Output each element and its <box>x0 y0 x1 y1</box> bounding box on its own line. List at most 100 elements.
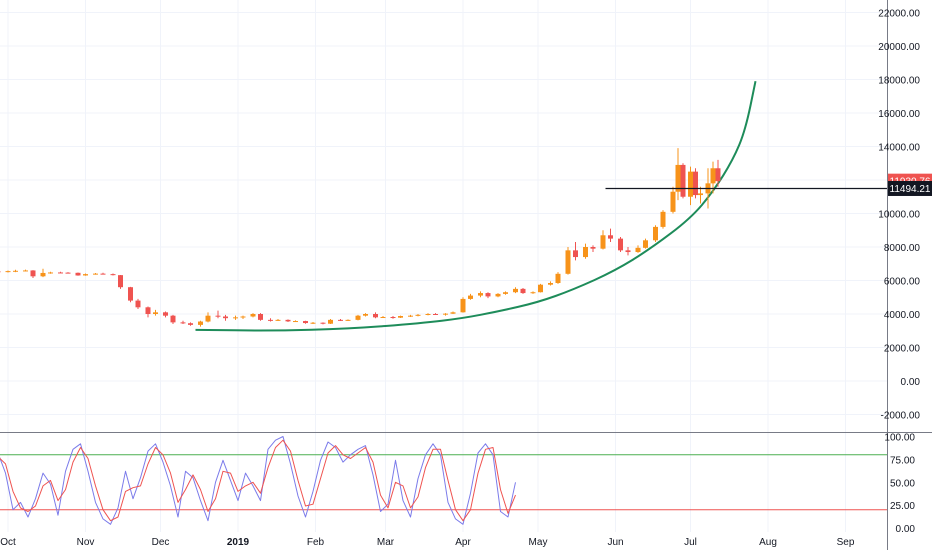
candle-body <box>460 298 466 313</box>
candle-body <box>30 270 36 277</box>
candle-body <box>135 300 141 308</box>
candle-body <box>153 312 158 314</box>
osc-tick-label: 25.00 <box>890 501 915 512</box>
price-labels: 11930.7611494.21 <box>888 173 932 196</box>
candle-body <box>590 247 596 249</box>
candle-body <box>548 283 553 285</box>
candle-body <box>363 314 368 316</box>
candle-body <box>653 226 658 241</box>
osc-tick-label: 75.00 <box>890 455 915 466</box>
candle-body <box>48 272 53 274</box>
osc-tick-label: 0.00 <box>896 524 916 535</box>
candle-body <box>320 322 326 324</box>
candle-body <box>625 250 631 253</box>
candle-body <box>118 275 123 288</box>
candle-body <box>468 295 473 299</box>
candle-body <box>23 270 28 272</box>
candle-body <box>75 272 81 276</box>
x-tick-label: Aug <box>759 537 777 548</box>
oscillator-axis[interactable]: 100.00 75.00 50.00 25.00 0.00 <box>884 433 915 536</box>
candle-body <box>145 307 151 314</box>
osc-tick-label: 50.00 <box>890 478 915 489</box>
x-tick-label: Jun <box>607 537 623 548</box>
x-tick-label: Mar <box>377 537 395 548</box>
y-tick-label: 16000.00 <box>878 109 920 120</box>
y-tick-label: 14000.00 <box>878 143 920 154</box>
grid <box>0 0 887 532</box>
candle-body <box>415 314 421 316</box>
candle-body <box>40 272 46 277</box>
price-axis[interactable]: 22000.00 20000.00 18000.00 16000.00 14000.00… <box>878 9 920 422</box>
oscillator-pane <box>0 436 887 525</box>
y-tick-label: 2000.00 <box>884 344 921 355</box>
x-tick-label: Feb <box>307 537 325 548</box>
candle-body <box>600 235 606 249</box>
candle-body <box>513 288 518 293</box>
candle-body <box>285 319 291 322</box>
candle-body <box>450 312 456 314</box>
y-tick-label: 22000.00 <box>878 9 920 20</box>
osc-series-line <box>0 436 516 525</box>
candle-body <box>390 317 396 319</box>
candle-body <box>373 314 378 318</box>
candle-body <box>215 315 221 317</box>
candle-body <box>250 314 256 317</box>
candle-body <box>100 273 106 275</box>
candle-body <box>485 293 491 297</box>
candle-body <box>163 312 168 316</box>
candle-body <box>258 314 263 320</box>
candle-body <box>275 319 281 321</box>
candle-body <box>345 319 351 321</box>
candle-body <box>520 288 526 294</box>
candle-body <box>495 293 501 297</box>
price-label-text: 11494.21 <box>890 184 931 195</box>
candle-body <box>65 272 71 274</box>
candle-body <box>573 250 578 258</box>
candle-body <box>433 314 438 315</box>
candle-body <box>710 168 716 184</box>
candle-body <box>5 271 11 273</box>
candle-body <box>555 273 561 284</box>
candle-body <box>503 292 508 294</box>
candle-body <box>58 272 63 274</box>
candle-body <box>223 316 228 319</box>
time-axis[interactable]: Oct Nov Dec 2019 Feb Mar Apr May Jun Jul Aug Sep <box>0 537 855 548</box>
candle-body <box>688 171 693 197</box>
candle-body <box>240 316 246 318</box>
candle-body <box>170 315 176 323</box>
candles <box>0 148 721 327</box>
candle-body <box>0 271 1 273</box>
y-tick-label: -2000.00 <box>881 411 921 422</box>
candle-body <box>425 314 431 315</box>
y-tick-label: 10000.00 <box>878 210 920 221</box>
y-tick-label: 20000.00 <box>878 42 920 53</box>
candle-body <box>565 250 571 274</box>
x-tick-label: 2019 <box>227 537 250 548</box>
candle-body <box>338 319 343 321</box>
candle-body <box>293 321 298 323</box>
osc-series-line <box>0 439 516 522</box>
candle-body <box>180 322 186 324</box>
candle-body <box>83 274 88 276</box>
candle-body <box>608 235 613 239</box>
candle-body <box>13 270 18 272</box>
candle-body <box>310 322 316 324</box>
price-label-badge <box>888 180 932 196</box>
candle-body <box>443 313 448 315</box>
x-tick-label: Apr <box>455 537 471 548</box>
x-tick-label: Nov <box>77 537 95 548</box>
x-tick-label: May <box>529 537 548 548</box>
candle-body <box>538 284 543 293</box>
candle-body <box>643 240 648 248</box>
candle-body <box>328 319 333 324</box>
candle-body <box>303 321 308 324</box>
candle-body <box>530 292 536 294</box>
candle-body <box>693 171 698 196</box>
candle-body <box>233 317 238 319</box>
candle-body <box>205 315 211 322</box>
candle-body <box>478 293 483 296</box>
x-tick-label: Jul <box>684 537 697 548</box>
